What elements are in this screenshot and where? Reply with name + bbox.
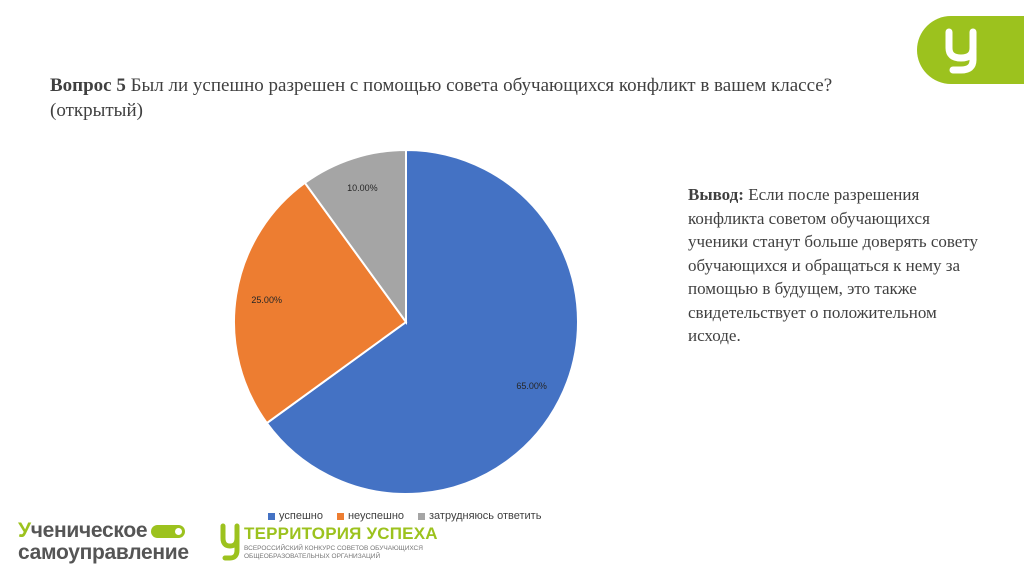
logo2-sub-line2: ОБЩЕОБРАЗОВАТЕЛЬНЫХ ОРГАНИЗАЦИЙ <box>244 553 381 560</box>
logo1-first-letter: У <box>18 519 31 542</box>
legend-item-fail: неуспешно <box>336 510 405 522</box>
territory-of-success-logo: ТЕРРИТОРИЯ УСПЕХА ВСЕРОССИЙСКИЙ КОНКУРС … <box>218 522 458 566</box>
logo1-line1: Ученическое <box>18 520 189 542</box>
legend-label-success: успешно <box>279 510 323 522</box>
territory-u-icon <box>220 523 240 561</box>
question-title: Вопрос 5 Был ли успешно разрешен с помощ… <box>50 73 840 123</box>
slice-fail <box>233 181 408 425</box>
brand-u-icon <box>945 28 977 74</box>
slice-unsure <box>303 148 407 326</box>
legend-swatch-unsure <box>418 512 426 520</box>
logo2-subtitle: ВСЕРОССИЙСКИЙ КОНКУРС СОВЕТОВ ОБУЧАЮЩИХС… <box>244 545 423 561</box>
question-number: Вопрос 5 <box>50 75 126 96</box>
legend-swatch-success <box>268 512 275 520</box>
question-text: Был ли успешно разрешен с помощью совета… <box>50 75 833 121</box>
brand-logo-tab <box>917 16 1024 84</box>
logo2-title: ТЕРРИТОРИЯ УСПЕХА <box>244 524 438 543</box>
legend-label-fail: неуспешно <box>347 510 405 522</box>
data-label-fail: 25.00% <box>251 295 282 305</box>
conclusion-label: Вывод: <box>688 185 744 204</box>
data-label-success: 65.00% <box>516 381 547 391</box>
legend-label-unsure: затрудняюсь ответить <box>429 510 542 522</box>
logo1-line1-rest: ченическое <box>30 519 148 542</box>
conclusion-body: Если после разрешения конфликта советом … <box>688 185 979 345</box>
pie-chart: 65.00% 25.00% 10.00% <box>233 148 579 495</box>
logo2-sub-line1: ВСЕРОССИЙСКИЙ КОНКУРС СОВЕТОВ ОБУЧАЮЩИХС… <box>244 545 423 552</box>
logo1-line2: самоуправление <box>18 541 189 564</box>
slice-success <box>265 148 579 495</box>
legend-item-unsure: затрудняюсь ответить <box>418 510 541 522</box>
conclusion-text: Вывод: Если после разрешения конфликта с… <box>688 183 988 348</box>
toggle-icon <box>151 524 186 538</box>
chart-legend: успешно неуспешно затрудняюсь ответить <box>268 510 541 522</box>
student-government-logo: Ученическое самоуправление <box>18 520 189 564</box>
legend-swatch-fail <box>336 512 344 520</box>
legend-item-success: успешно <box>268 510 323 522</box>
data-label-unsure: 10.00% <box>347 183 378 193</box>
